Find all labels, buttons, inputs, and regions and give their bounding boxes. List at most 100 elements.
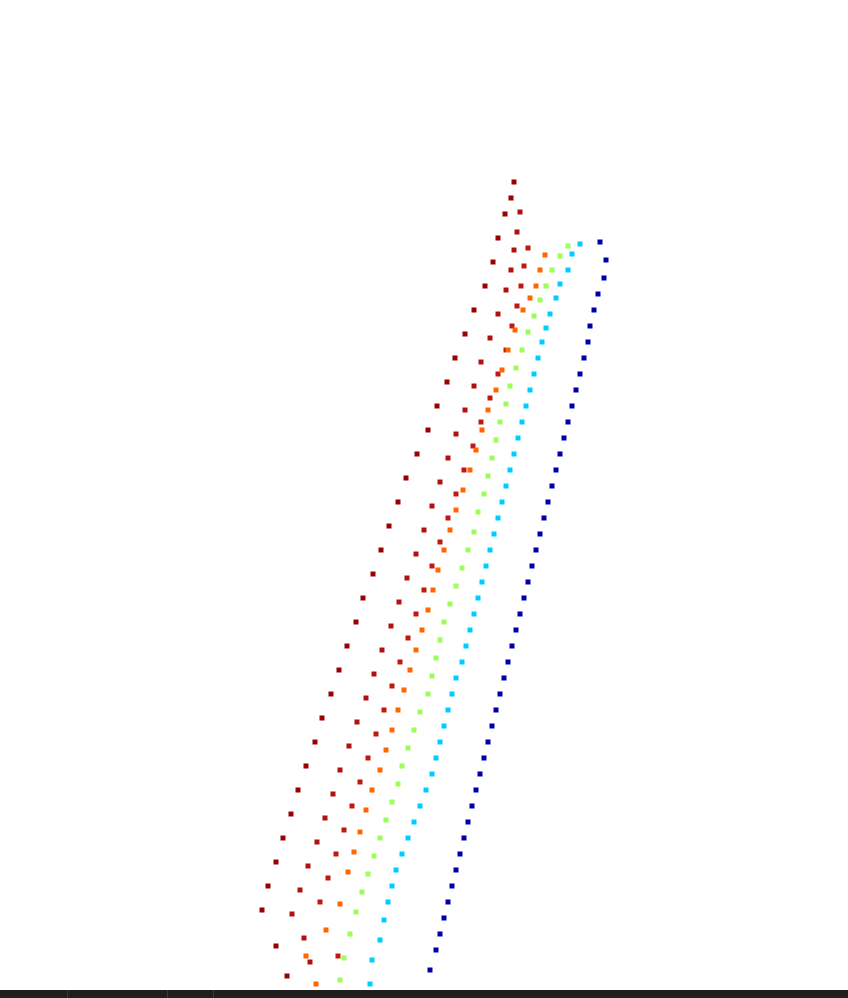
- data-point: [543, 325, 549, 331]
- data-point: [537, 531, 543, 537]
- data-point: [545, 499, 551, 505]
- data-point: [520, 307, 526, 313]
- data-point: [297, 887, 303, 893]
- data-point: [471, 307, 477, 313]
- data-point: [503, 287, 509, 293]
- data-point: [487, 547, 493, 553]
- data-point: [581, 355, 587, 361]
- data-point: [487, 335, 493, 341]
- data-point: [465, 819, 471, 825]
- data-point: [437, 539, 443, 545]
- data-point: [471, 529, 477, 535]
- data-point: [507, 467, 513, 473]
- data-point: [601, 275, 607, 281]
- data-point: [325, 875, 331, 881]
- data-point: [511, 179, 517, 185]
- data-point: [365, 871, 371, 877]
- data-point: [411, 727, 417, 733]
- data-point: [539, 339, 545, 345]
- data-point: [509, 643, 515, 649]
- data-point: [485, 407, 491, 413]
- data-point: [518, 283, 524, 289]
- data-point: [434, 403, 440, 409]
- data-point: [525, 579, 531, 585]
- data-point: [333, 851, 339, 857]
- data-point: [405, 745, 411, 751]
- data-point: [363, 695, 369, 701]
- data-point: [521, 595, 527, 601]
- data-point: [459, 659, 465, 665]
- data-point: [478, 359, 484, 365]
- data-point: [373, 731, 379, 737]
- taskbar-segment[interactable]: [68, 990, 168, 998]
- data-point: [493, 437, 499, 443]
- data-point: [459, 565, 465, 571]
- data-point: [569, 403, 575, 409]
- data-point: [401, 687, 407, 693]
- data-point: [482, 283, 488, 289]
- data-point: [453, 867, 459, 873]
- data-point: [512, 327, 518, 333]
- data-point: [469, 803, 475, 809]
- data-point: [495, 235, 501, 241]
- data-point: [542, 252, 548, 258]
- data-point: [349, 803, 355, 809]
- data-point: [553, 295, 559, 301]
- taskbar-segment[interactable]: [168, 990, 214, 998]
- data-point: [462, 407, 468, 413]
- data-point: [433, 947, 439, 953]
- data-point: [407, 667, 413, 673]
- data-point: [397, 659, 403, 665]
- taskbar-segment[interactable]: [214, 990, 848, 998]
- data-point: [537, 267, 543, 273]
- data-point: [453, 675, 459, 681]
- data-point: [288, 811, 294, 817]
- data-point: [433, 755, 439, 761]
- data-point: [499, 499, 505, 505]
- data-point: [423, 787, 429, 793]
- data-point: [481, 755, 487, 761]
- data-point: [521, 263, 527, 269]
- data-point: [519, 419, 525, 425]
- data-point: [360, 595, 366, 601]
- data-point: [553, 467, 559, 473]
- data-point: [389, 883, 395, 889]
- data-point: [519, 347, 525, 353]
- data-point: [533, 283, 539, 289]
- taskbar-segment[interactable]: [0, 990, 68, 998]
- data-point: [523, 403, 529, 409]
- data-point: [307, 959, 313, 965]
- data-point: [525, 329, 531, 335]
- data-point: [437, 637, 443, 643]
- data-point: [381, 707, 387, 713]
- data-point: [508, 267, 514, 273]
- data-point: [445, 515, 451, 521]
- data-point: [537, 297, 543, 303]
- data-point: [508, 195, 514, 201]
- data-point: [337, 901, 343, 907]
- data-point: [525, 245, 531, 251]
- data-point: [389, 683, 395, 689]
- data-point: [549, 483, 555, 489]
- data-point: [317, 899, 323, 905]
- data-point: [473, 447, 479, 453]
- data-point: [497, 691, 503, 697]
- data-point: [337, 767, 343, 773]
- data-point: [430, 587, 436, 593]
- data-point: [353, 909, 359, 915]
- data-point: [429, 771, 435, 777]
- data-point: [475, 595, 481, 601]
- data-point: [357, 779, 363, 785]
- data-point: [461, 467, 467, 473]
- data-point: [502, 211, 508, 217]
- data-point: [354, 719, 360, 725]
- data-point: [497, 419, 503, 425]
- data-point: [433, 655, 439, 661]
- data-point: [445, 707, 451, 713]
- data-point: [517, 209, 523, 215]
- data-point: [595, 291, 601, 297]
- data-point: [447, 527, 453, 533]
- data-point: [533, 547, 539, 553]
- data-point: [527, 387, 533, 393]
